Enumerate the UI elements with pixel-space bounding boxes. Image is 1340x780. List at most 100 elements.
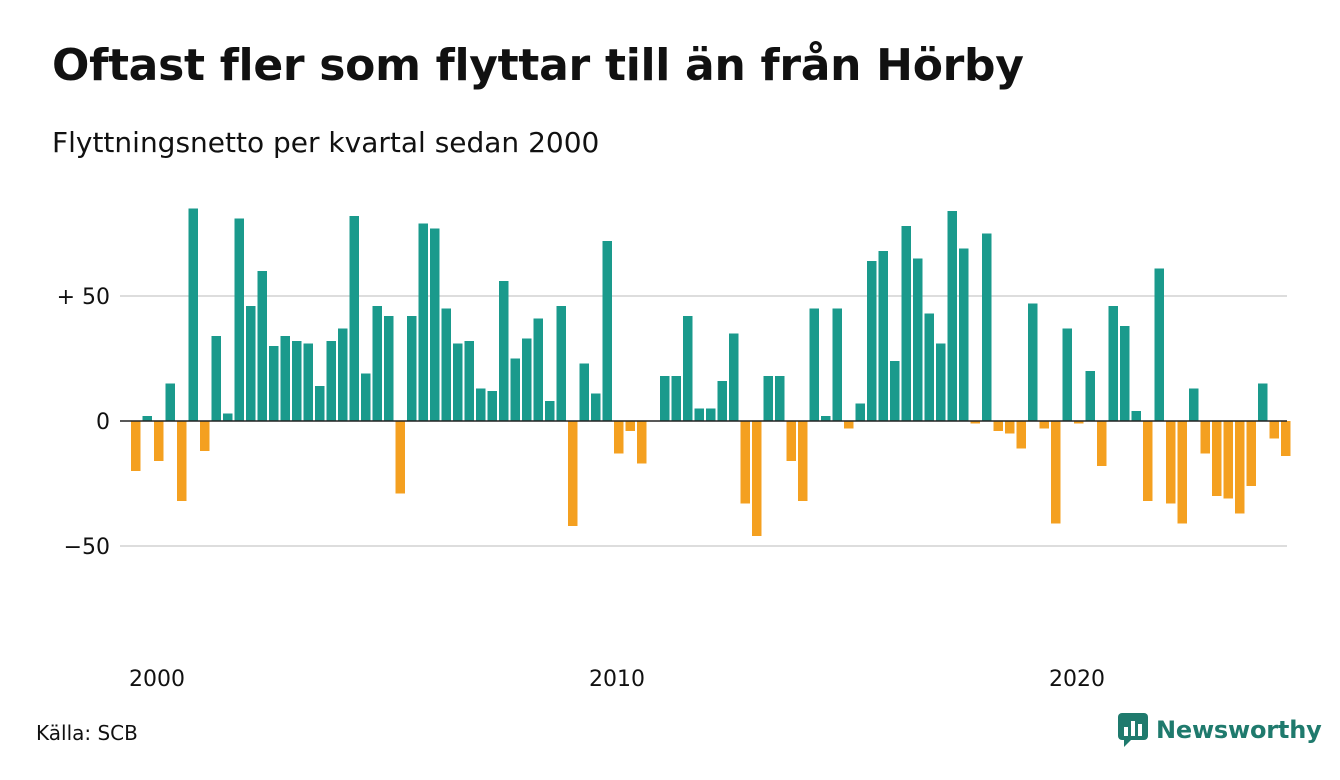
bar bbox=[867, 261, 877, 421]
bar bbox=[1085, 371, 1095, 421]
bar bbox=[832, 308, 842, 421]
bar bbox=[223, 413, 233, 421]
bar bbox=[1074, 421, 1084, 424]
bar bbox=[407, 316, 417, 421]
bar bbox=[901, 226, 911, 421]
bar bbox=[913, 258, 923, 421]
bar bbox=[1051, 421, 1061, 524]
y-tick-label: + 50 bbox=[57, 285, 110, 310]
bar bbox=[775, 376, 785, 421]
bar bbox=[1269, 421, 1279, 439]
bar bbox=[1189, 388, 1199, 421]
bar bbox=[637, 421, 647, 464]
bar bbox=[1039, 421, 1049, 429]
bar bbox=[1223, 421, 1233, 499]
chart-title: Oftast fler som flyttar till än från Hör… bbox=[52, 40, 1024, 91]
bar bbox=[211, 336, 221, 421]
bar bbox=[177, 421, 187, 501]
bar bbox=[936, 343, 946, 421]
bar bbox=[924, 313, 934, 421]
bar bbox=[280, 336, 290, 421]
x-axis-labels: 2000 2010 2020 bbox=[129, 667, 1105, 692]
bar bbox=[982, 233, 992, 421]
bar bbox=[798, 421, 808, 501]
bar bbox=[522, 338, 532, 421]
gridlines bbox=[120, 295, 1287, 547]
bar bbox=[625, 421, 635, 431]
bar bbox=[683, 316, 693, 421]
bar bbox=[947, 211, 957, 421]
bar bbox=[1131, 411, 1141, 421]
bar bbox=[453, 343, 463, 421]
bar bbox=[131, 421, 141, 471]
newsworthy-logo-icon bbox=[1118, 713, 1148, 747]
bar bbox=[1235, 421, 1245, 514]
bar bbox=[395, 421, 405, 494]
bar bbox=[257, 271, 267, 421]
bar bbox=[165, 383, 175, 421]
bar bbox=[1246, 421, 1256, 486]
brand-logo: Newsworthy bbox=[1118, 713, 1322, 747]
y-axis-labels: + 50 0 −50 bbox=[57, 285, 110, 560]
bar bbox=[591, 393, 601, 421]
bar bbox=[372, 306, 382, 421]
bar bbox=[315, 386, 325, 421]
bar bbox=[418, 223, 428, 421]
bar bbox=[292, 341, 302, 421]
bar bbox=[809, 308, 819, 421]
bar bbox=[154, 421, 164, 461]
bar bbox=[303, 343, 313, 421]
bar bbox=[568, 421, 578, 526]
bar bbox=[1154, 268, 1164, 421]
bar bbox=[740, 421, 750, 504]
bar bbox=[441, 308, 451, 421]
bar bbox=[614, 421, 624, 454]
bar bbox=[821, 416, 831, 421]
bar bbox=[464, 341, 474, 421]
bar bbox=[729, 333, 739, 421]
bar bbox=[556, 306, 566, 421]
bar bbox=[338, 328, 348, 421]
source-note: Källa: SCB bbox=[36, 721, 138, 745]
bar bbox=[602, 241, 612, 421]
bar bbox=[763, 376, 773, 421]
bar bbox=[188, 208, 198, 421]
bar bbox=[349, 216, 359, 421]
bar bbox=[499, 281, 509, 421]
brand-name: Newsworthy bbox=[1156, 716, 1322, 744]
bar bbox=[970, 421, 980, 424]
y-tick-label: −50 bbox=[64, 535, 110, 560]
bar bbox=[269, 346, 279, 421]
bar bbox=[1097, 421, 1107, 466]
bar bbox=[1005, 421, 1015, 434]
bar bbox=[717, 381, 727, 421]
chart-subtitle: Flyttningsnetto per kvartal sedan 2000 bbox=[52, 126, 600, 159]
x-tick-label: 2000 bbox=[129, 667, 185, 692]
bar bbox=[660, 376, 670, 421]
bar bbox=[234, 218, 244, 421]
bar bbox=[1028, 303, 1038, 421]
bar bbox=[533, 318, 543, 421]
bar bbox=[361, 373, 371, 421]
bar bbox=[430, 228, 440, 421]
bar bbox=[1166, 421, 1176, 504]
bar bbox=[959, 248, 969, 421]
x-tick-label: 2020 bbox=[1049, 667, 1105, 692]
bar bbox=[510, 358, 520, 421]
bar bbox=[694, 408, 704, 421]
bar bbox=[1143, 421, 1153, 501]
bar bbox=[1062, 328, 1072, 421]
bar bbox=[844, 421, 854, 429]
y-tick-label: 0 bbox=[96, 410, 110, 435]
bar bbox=[890, 361, 900, 421]
bar bbox=[752, 421, 762, 536]
bar bbox=[1281, 421, 1291, 456]
bar bbox=[1200, 421, 1210, 454]
bar bbox=[1108, 306, 1118, 421]
bar bbox=[786, 421, 796, 461]
bar bbox=[476, 388, 486, 421]
bar bbox=[993, 421, 1003, 431]
bar bbox=[142, 416, 152, 421]
bar bbox=[878, 251, 888, 421]
